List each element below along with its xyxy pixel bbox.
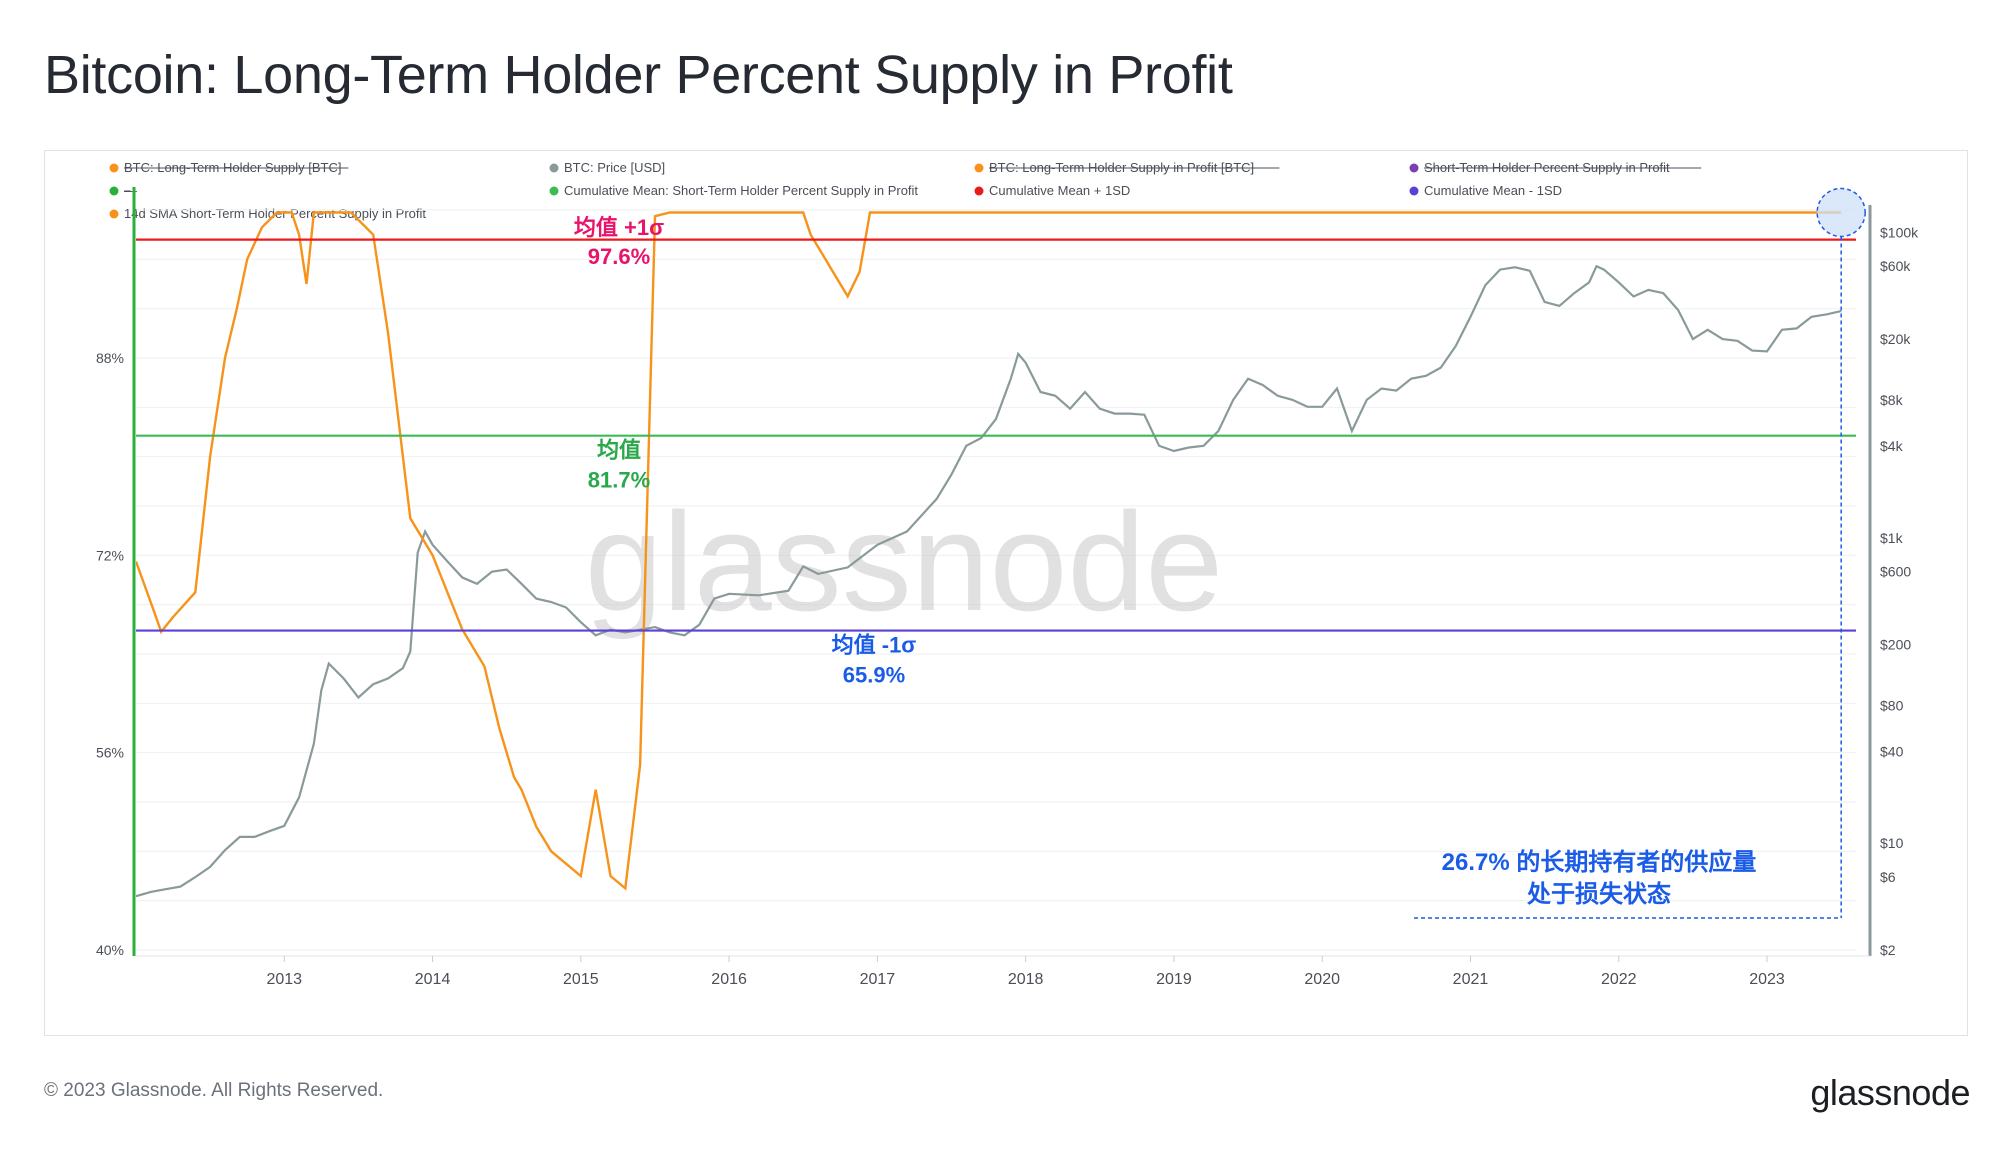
legend-marker [549, 163, 559, 173]
legend-marker [974, 163, 984, 173]
legend-label: Cumulative Mean: Short-Term Holder Perce… [564, 183, 918, 198]
y-right-tick-label: $4k [1880, 438, 1904, 454]
mean_minus_1sd-label-bottom: 65.9% [843, 663, 905, 688]
x-tick-label: 2015 [563, 971, 599, 988]
reference-lines: 均值 +1σ 97.6% 均值 81.7% 均值 -1σ 65.9% [136, 215, 1856, 688]
y-right-tick-label: $6 [1880, 869, 1896, 885]
legend: BTC: Long-Term Holder Supply [BTC] BTC: P… [109, 160, 1702, 221]
legend-marker [1409, 163, 1419, 173]
x-tick-label: 2018 [1008, 971, 1044, 988]
mean_plus_1sd-label-bottom: 97.6% [588, 244, 650, 269]
y-right-tick-label: $10 [1880, 835, 1904, 851]
x-tick-label: 2021 [1453, 971, 1489, 988]
legend-label: BTC: Price [USD] [564, 160, 665, 175]
y-right-tick-label: $80 [1880, 697, 1904, 713]
legend-marker [109, 209, 119, 219]
x-tick-label: 2023 [1749, 971, 1785, 988]
copyright: © 2023 Glassnode. All Rights Reserved. [44, 1080, 384, 1101]
legend-label: Cumulative Mean + 1SD [989, 183, 1130, 198]
legend-marker [1409, 186, 1419, 196]
legend-marker [549, 186, 559, 196]
axes: 40% 56% 72% 88% $2 $6 $10 $40 $80 $200 $600 $1k $4k $… [96, 187, 1919, 988]
sma-series-line [136, 211, 1842, 891]
y-right-tick-label: $1k [1880, 530, 1904, 546]
y-left-tick-label: 88% [96, 350, 124, 366]
x-tick-label: 2019 [1156, 971, 1192, 988]
y-right-tick-label: $100k [1880, 224, 1919, 240]
mean-label-top: 均值 [597, 438, 641, 463]
y-right-tick-label: $2 [1880, 942, 1896, 958]
legend-marker [974, 186, 984, 196]
y-right-tick-label: $200 [1880, 637, 1911, 653]
y-right-tick-label: $600 [1880, 564, 1911, 580]
page-title: Bitcoin: Long-Term Holder Percent Supply… [44, 45, 1233, 105]
x-tick-label: 2017 [860, 971, 896, 988]
x-tick-label: 2016 [711, 971, 747, 988]
y-left-tick-label: 56% [96, 745, 124, 761]
y-right-tick-label: $60k [1880, 258, 1911, 274]
chart: BTC: Long-Term Holder Supply [BTC] BTC: P… [96, 160, 1919, 988]
x-tick-label: 2022 [1601, 971, 1637, 988]
mean_plus_1sd-label-top: 均值 +1σ [574, 215, 664, 240]
mean-label-bottom: 81.7% [588, 468, 650, 493]
x-tick-label: 2014 [415, 971, 451, 988]
y-right-tick-label: $40 [1880, 743, 1904, 759]
price-series-line [136, 264, 1842, 898]
x-tick-label: 2020 [1304, 971, 1340, 988]
watermark: glassnode [585, 483, 1223, 640]
x-tick-label: 2013 [266, 971, 302, 988]
highlight-circle [1816, 187, 1866, 238]
annotation-line-2: 处于损失状态 [1526, 880, 1671, 908]
legend-label: Cumulative Mean - 1SD [1424, 183, 1562, 198]
legend-marker [109, 163, 119, 173]
gridlines [136, 209, 1856, 951]
series-group [136, 211, 1842, 898]
y-left-tick-label: 72% [96, 547, 124, 563]
annotation-line-1: 26.7% 的长期持有者的供应量 [1442, 848, 1757, 876]
legend-marker [109, 186, 119, 196]
chart-frame [44, 150, 1968, 1036]
glassnode-logo: glassnode [1810, 1072, 1970, 1113]
y-right-tick-label: $20k [1880, 331, 1911, 347]
y-right-tick-label: $8k [1880, 392, 1904, 408]
y-left-tick-label: 40% [96, 942, 124, 958]
mean_minus_1sd-label-top: 均值 -1σ [832, 633, 917, 658]
